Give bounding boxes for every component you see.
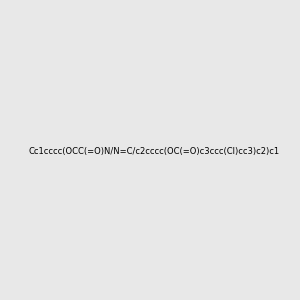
Text: Cc1cccc(OCC(=O)N/N=C/c2cccc(OC(=O)c3ccc(Cl)cc3)c2)c1: Cc1cccc(OCC(=O)N/N=C/c2cccc(OC(=O)c3ccc(… — [28, 147, 279, 156]
